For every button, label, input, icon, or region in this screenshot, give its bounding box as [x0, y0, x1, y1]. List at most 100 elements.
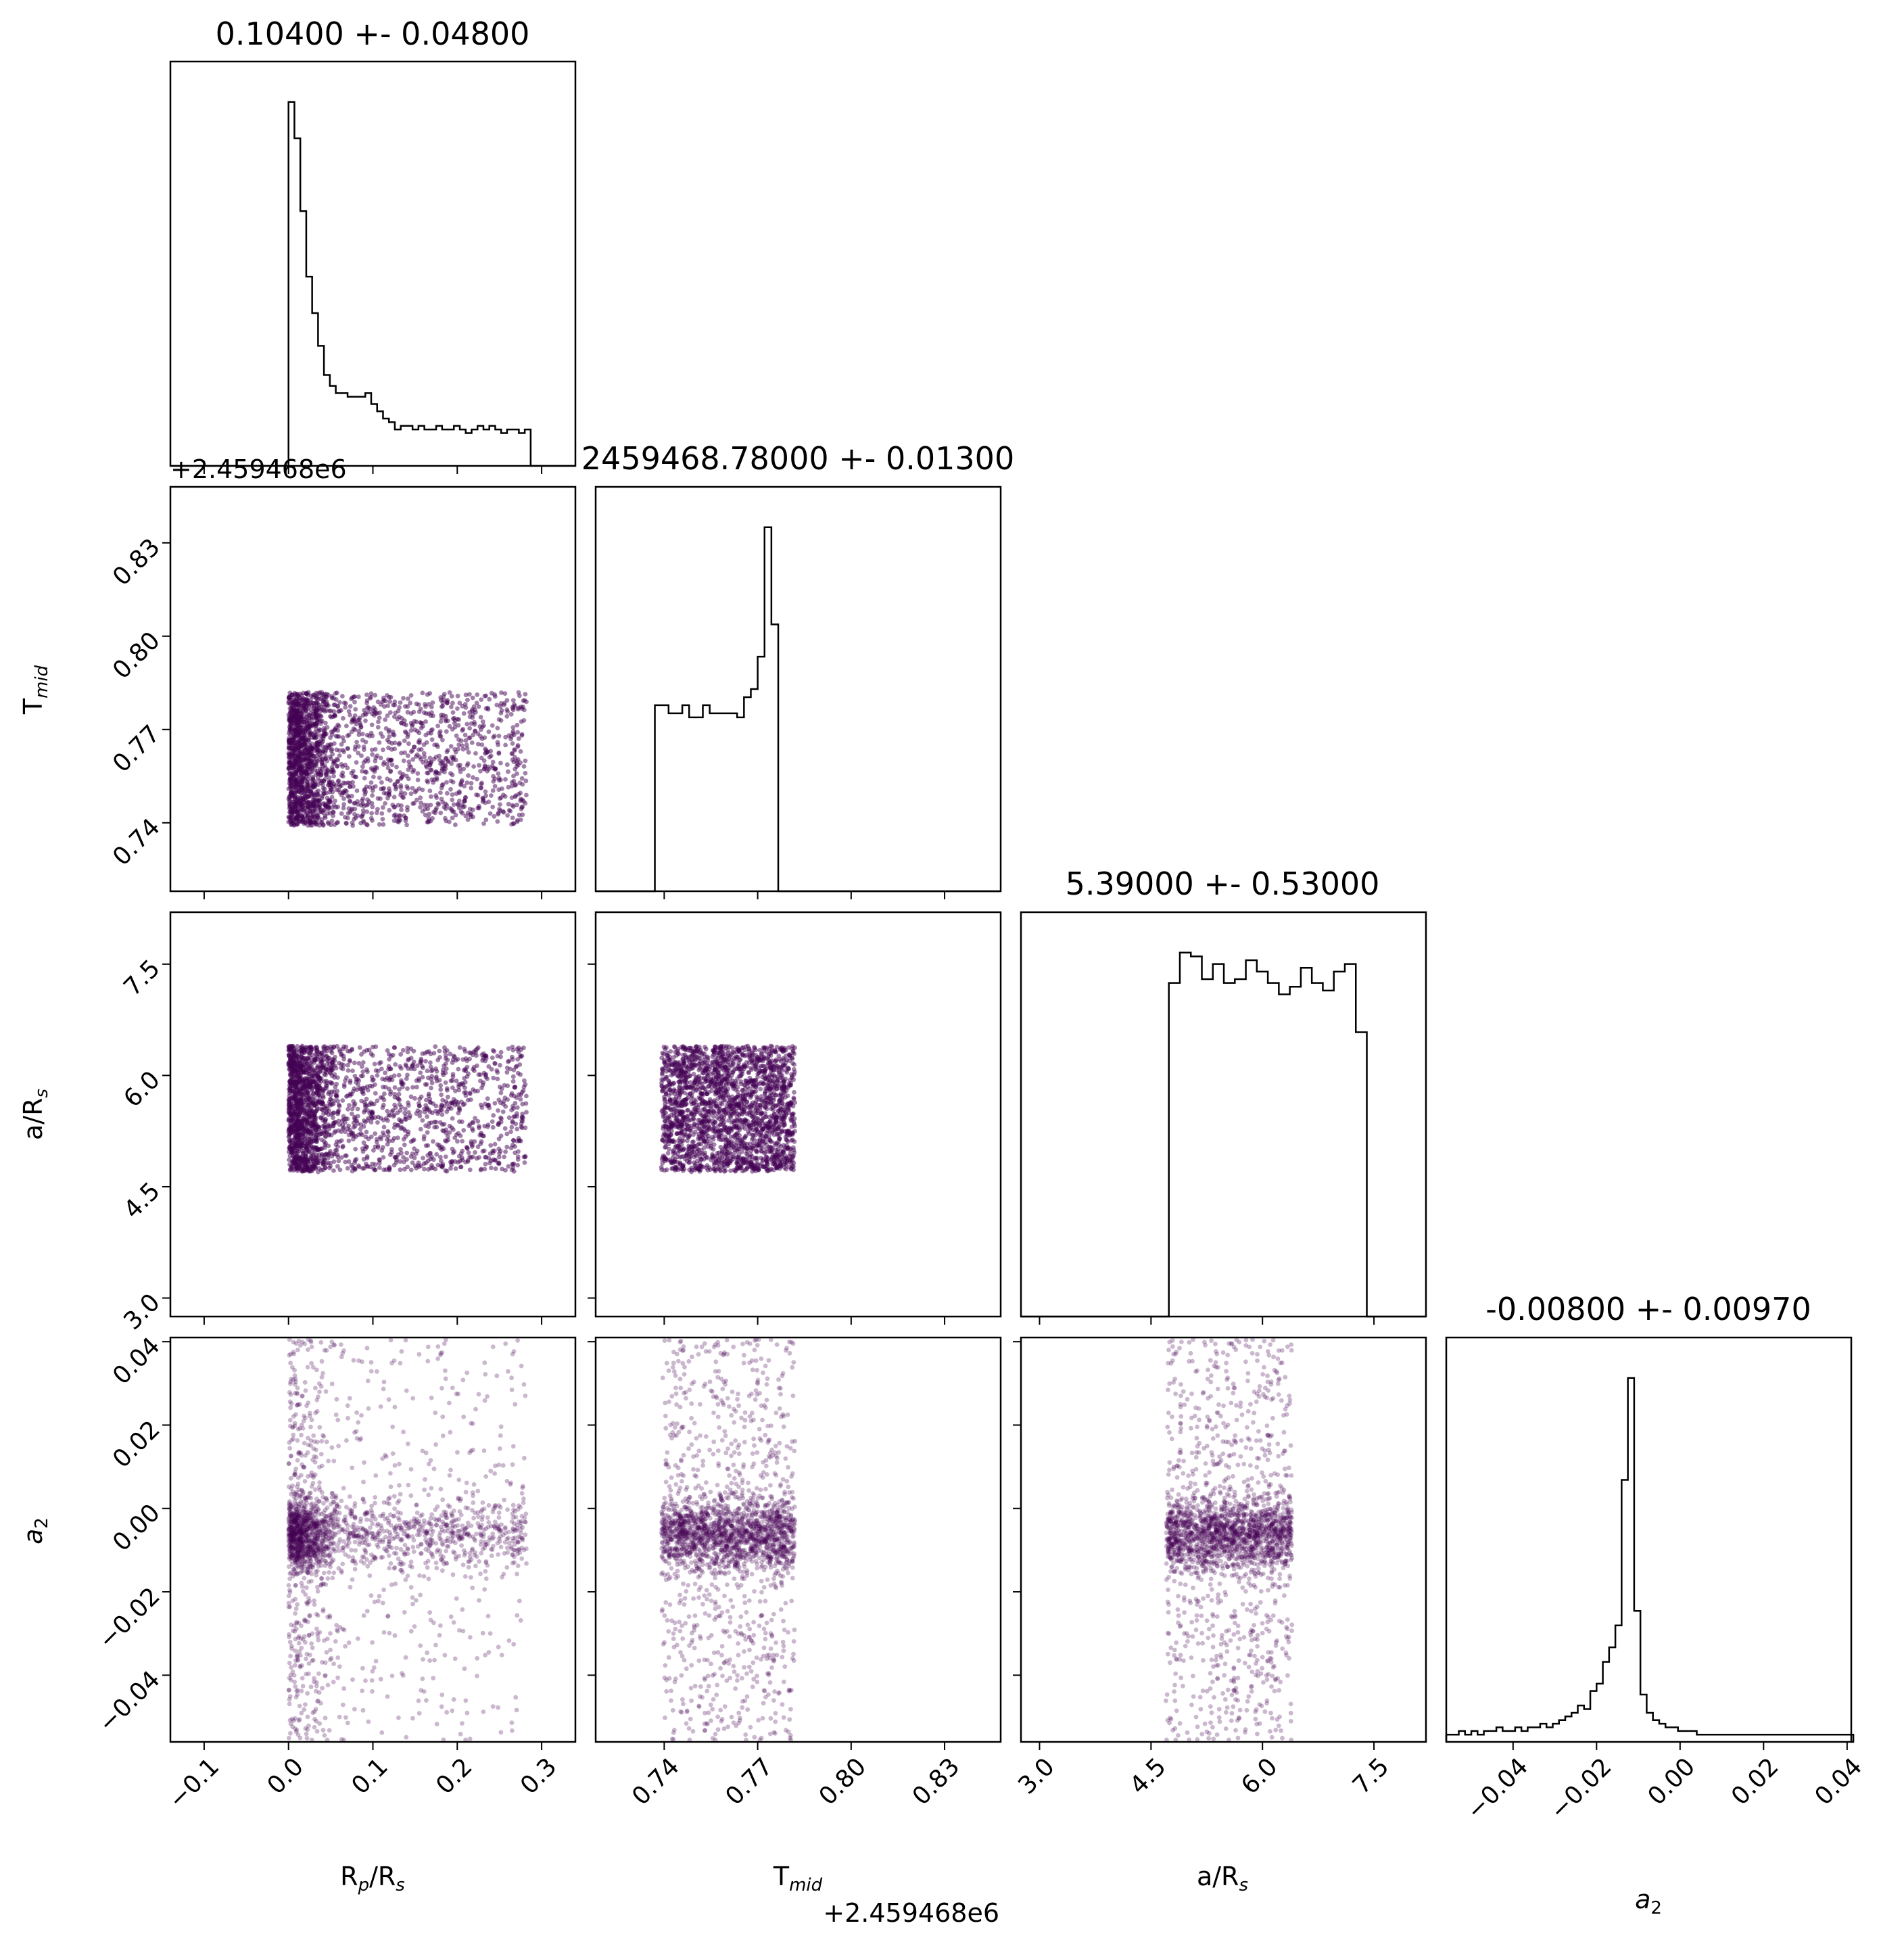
scatter-point [329, 765, 335, 770]
scatter-point [356, 728, 362, 734]
scatter-point [312, 1122, 317, 1128]
scatter-point [515, 802, 519, 807]
scatter-point [365, 756, 371, 761]
scatter-point [518, 1097, 523, 1102]
scatter-point [466, 1150, 471, 1155]
scatter-point [399, 1081, 404, 1086]
scatter-point [479, 782, 484, 787]
scatter-point [477, 805, 481, 811]
scatter-point [295, 1044, 300, 1049]
scatter-point [327, 1056, 332, 1060]
scatter-point [427, 1151, 433, 1156]
scatter-point [685, 1138, 690, 1143]
scatter-point [286, 737, 291, 742]
scatter-point [478, 715, 483, 719]
scatter-point [475, 1089, 481, 1093]
scatter-point [410, 1138, 416, 1143]
scatter-point [339, 1062, 344, 1067]
scatter-point [442, 692, 447, 696]
scatter-point [453, 1088, 458, 1093]
scatter-point [521, 764, 527, 769]
scatter-point [371, 774, 376, 780]
scatter-point [444, 1086, 450, 1091]
scatter-point [379, 811, 385, 816]
scatter-point [496, 1136, 502, 1141]
scatter-point [355, 1106, 360, 1112]
scatter-point [320, 701, 325, 707]
scatter-point [427, 755, 433, 761]
scatter-point [353, 707, 358, 712]
scatter-point [391, 1162, 397, 1168]
scatter-point [396, 742, 402, 747]
scatter-point [460, 1139, 465, 1143]
scatter-point [310, 774, 316, 780]
scatter-point [311, 1079, 316, 1085]
scatter-point [298, 755, 303, 760]
scatter-point [286, 1118, 291, 1122]
scatter-point [298, 718, 304, 724]
scatter-point [449, 1162, 454, 1168]
scatter-point [335, 1152, 340, 1157]
axes-frame-rprs-rprs [169, 60, 577, 467]
scatter-point [392, 782, 398, 787]
scatter-point [401, 1137, 406, 1142]
scatter-point [316, 1166, 322, 1171]
scatter-point [428, 1100, 433, 1105]
scatter-point [500, 786, 504, 791]
scatter-point [435, 724, 440, 728]
scatter-point [504, 713, 510, 719]
scatter-point [323, 1135, 328, 1139]
scatter-point [381, 760, 387, 765]
scatter-point [305, 766, 310, 772]
scatter-point [395, 1095, 400, 1101]
scatter-point [411, 709, 416, 715]
scatter-point [450, 1085, 455, 1090]
scatter-point [504, 707, 510, 712]
scatter-point [480, 719, 485, 724]
scatter-point [448, 786, 453, 792]
scatter-point [487, 1105, 492, 1110]
scatter-point [466, 773, 471, 778]
scatter-point [293, 758, 298, 763]
scatter-point [410, 1160, 415, 1165]
scatter-point [490, 1055, 495, 1060]
scatter-point [341, 805, 346, 811]
scatter-point [446, 759, 451, 764]
scatter-point [518, 1053, 523, 1058]
scatter-point [467, 714, 473, 719]
scatter-point [437, 1048, 442, 1054]
scatter-point [381, 786, 385, 792]
scatter-point [329, 1067, 335, 1072]
panel-rprs-tmid: 0.740.770.800.83 [108, 486, 577, 899]
scatter-point [314, 803, 320, 808]
scatter-point [502, 701, 507, 706]
scatter-points-rprs-ars [286, 1043, 529, 1175]
scatter-point [287, 1104, 293, 1108]
scatter-point [361, 1110, 366, 1115]
scatter-point [291, 806, 295, 811]
scatter-point [496, 771, 501, 776]
scatter-point [329, 729, 334, 734]
scatter-point [398, 1167, 403, 1173]
scatter-point [415, 771, 421, 776]
scatter-point [364, 822, 369, 827]
scatter-point [396, 803, 401, 808]
scatter-point [388, 1066, 394, 1072]
scatter-point [518, 749, 523, 754]
scatter-point [382, 1091, 387, 1096]
scatter-point [418, 805, 423, 810]
scatter-point [346, 1068, 351, 1073]
scatter-point [387, 1166, 392, 1171]
scatter-point [340, 694, 345, 699]
scatter-point [491, 774, 496, 779]
scatter-point [353, 1147, 358, 1152]
scatter-point [336, 1158, 341, 1164]
scatter-point [445, 1058, 450, 1062]
scatter-point [379, 702, 383, 707]
scatter-point [412, 1163, 418, 1168]
scatter-point [326, 744, 331, 749]
scatter-point [310, 1067, 315, 1072]
scatter-point [356, 1132, 361, 1137]
scatter-point [471, 1120, 476, 1125]
scatter-point [370, 1112, 375, 1117]
